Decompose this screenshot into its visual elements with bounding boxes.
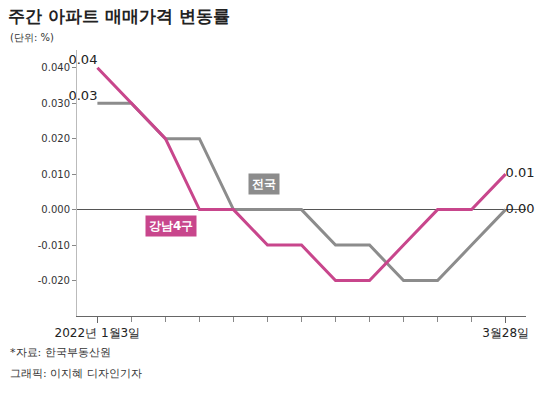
svg-text:(단위: %): (단위: %) [10,32,54,43]
svg-text:전국: 전국 [252,177,276,191]
svg-text:0.01: 0.01 [506,165,535,180]
svg-text:0.010: 0.010 [41,169,70,180]
svg-text:0.020: 0.020 [41,133,70,144]
svg-text:2022년 1월3일: 2022년 1월3일 [55,326,141,340]
svg-text:*자료: 한국부동산원: *자료: 한국부동산원 [10,346,111,359]
svg-text:강남4구: 강남4구 [149,219,193,233]
svg-text:3월28일: 3월28일 [482,326,529,340]
svg-text:0.04: 0.04 [68,52,97,67]
svg-text:그래픽: 이지혜 디자인기자: 그래픽: 이지혜 디자인기자 [10,367,142,380]
svg-text:0.040: 0.040 [41,62,70,73]
svg-text:0.030: 0.030 [41,98,70,109]
svg-text:-0.010: -0.010 [38,240,70,251]
svg-text:-0.020: -0.020 [38,275,70,286]
svg-text:0.000: 0.000 [41,204,70,215]
svg-text:주간 아파트 매매가격 변동률: 주간 아파트 매매가격 변동률 [8,6,230,26]
svg-text:0.03: 0.03 [68,88,97,103]
svg-text:0.00: 0.00 [506,201,535,216]
